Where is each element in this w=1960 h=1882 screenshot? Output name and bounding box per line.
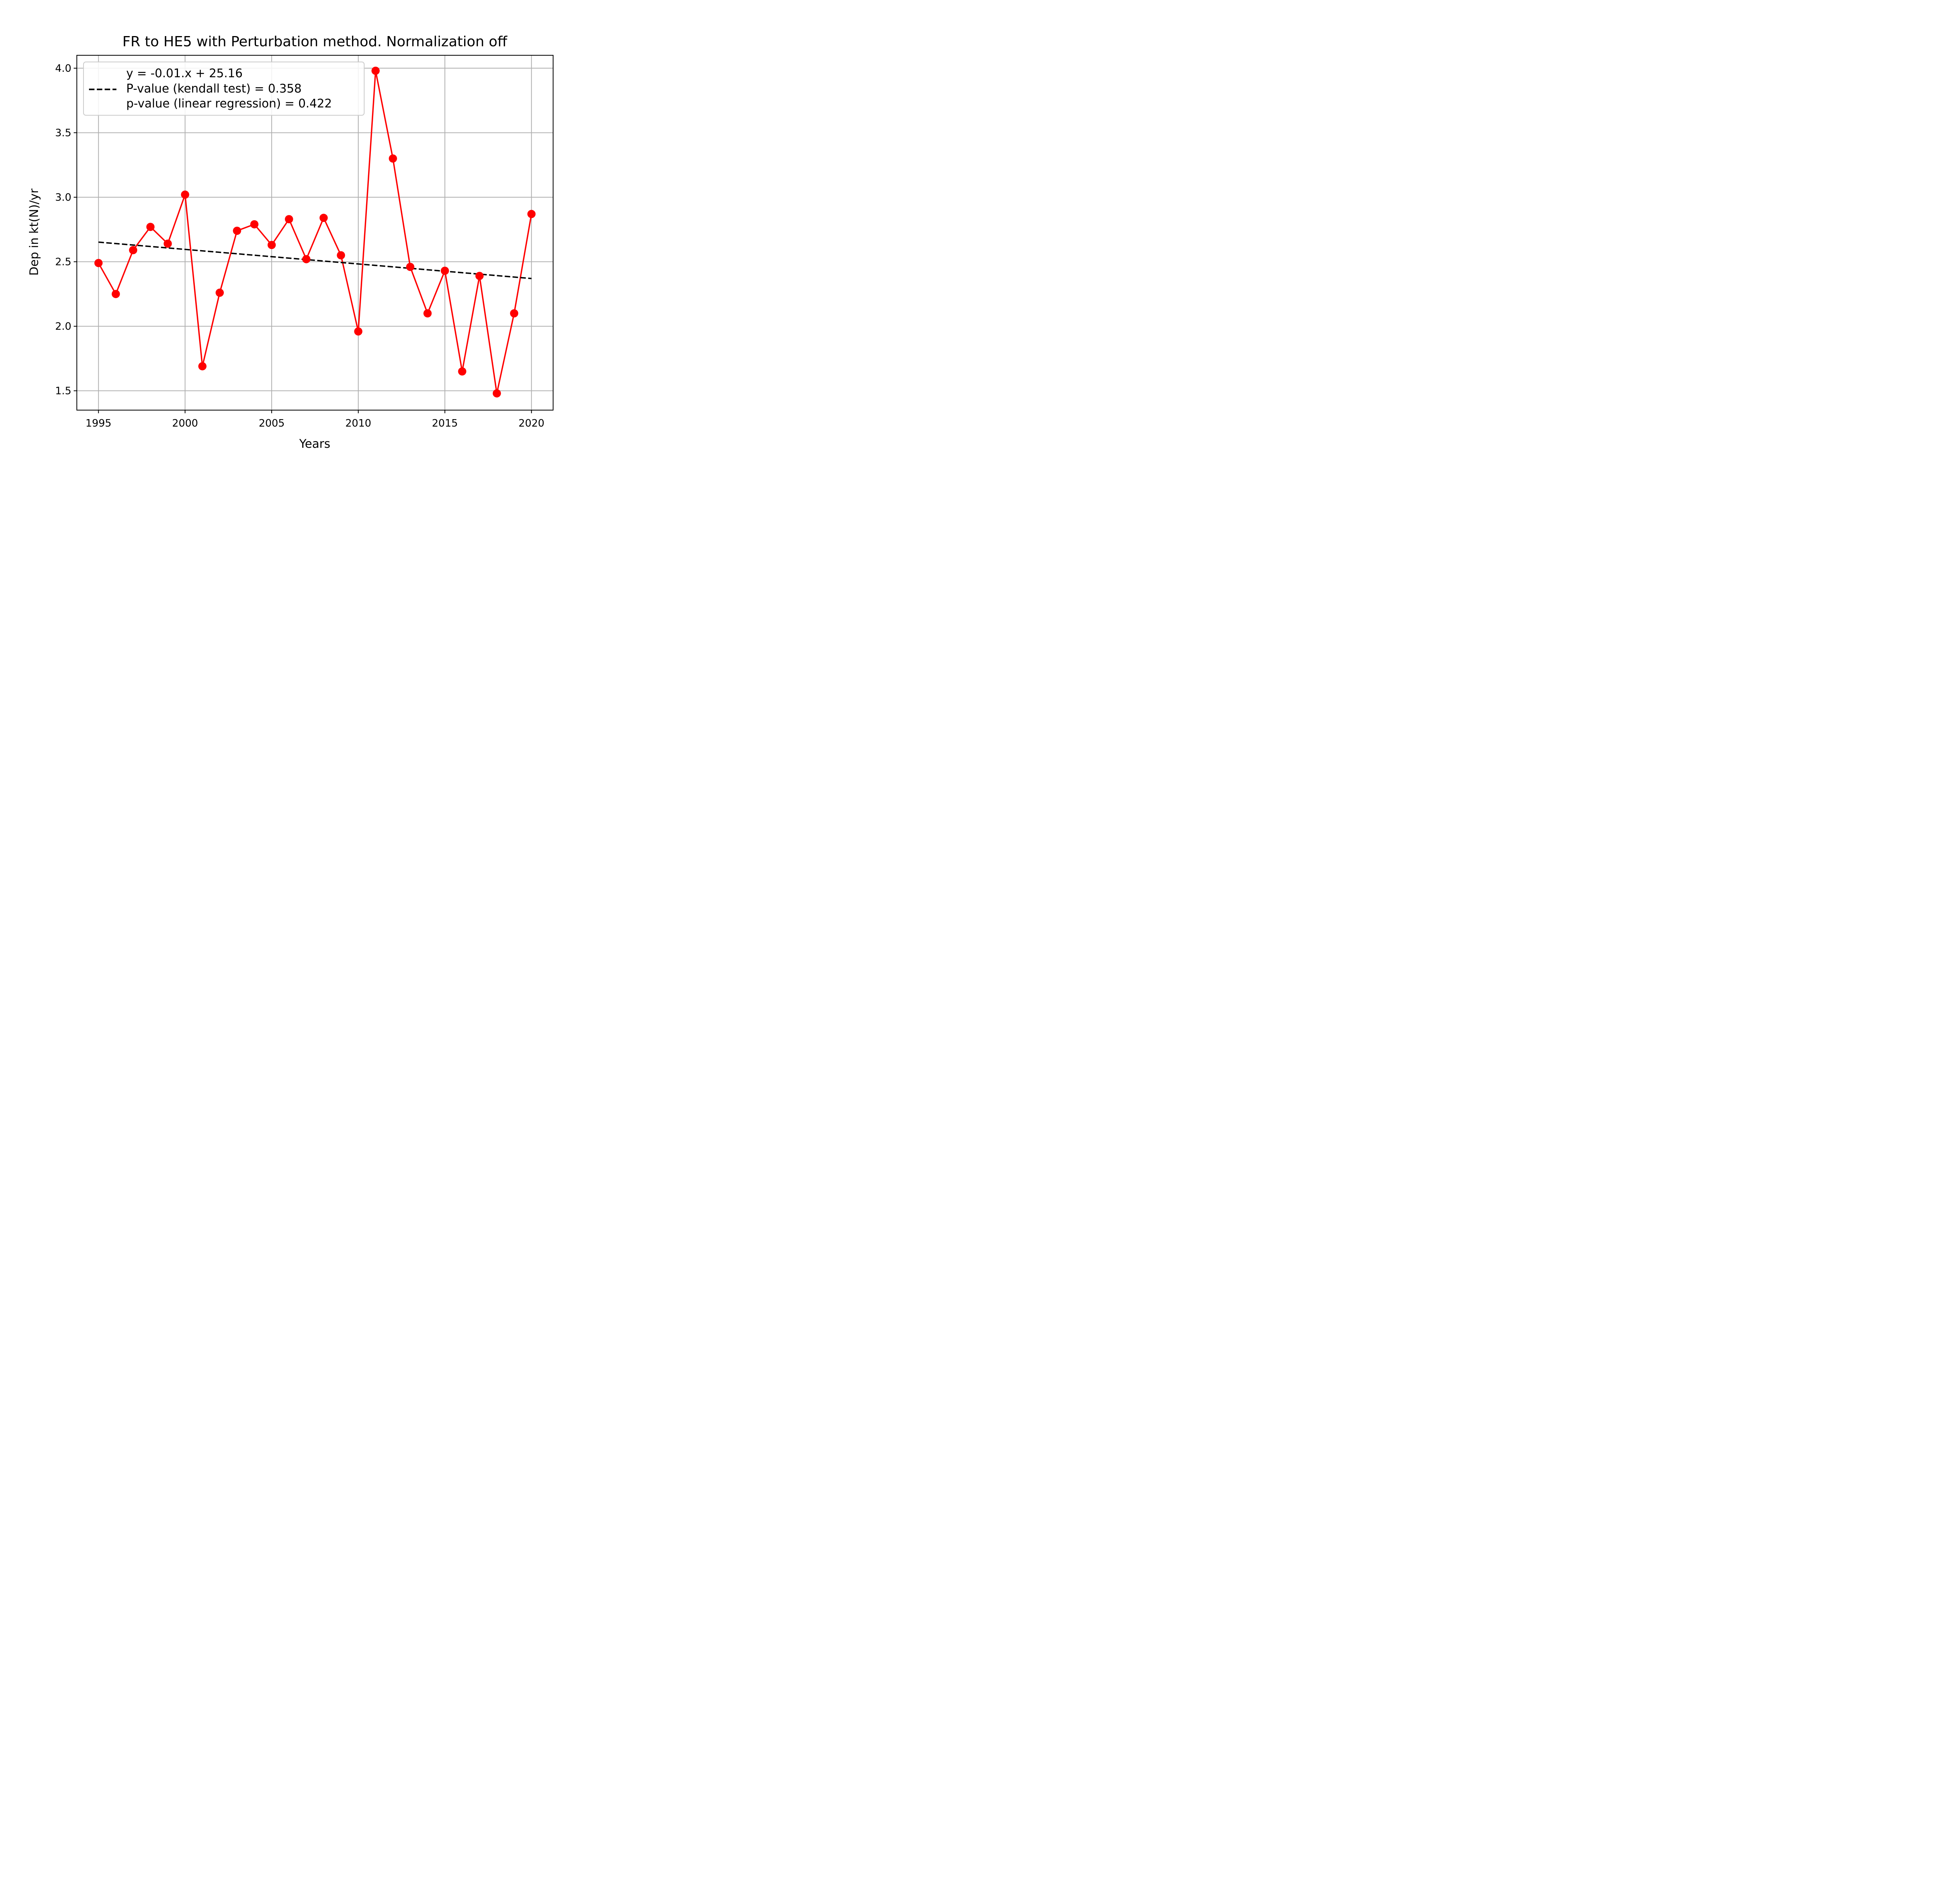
data-point [510,309,519,318]
legend-regression-pvalue: p-value (linear regression) = 0.422 [126,97,332,111]
data-point [181,190,189,199]
x-axis-label: Years [299,437,330,451]
data-point [475,272,484,280]
data-point [111,290,120,298]
data-point [492,389,501,398]
data-point [406,263,414,271]
data-point [129,246,138,254]
data-point [354,327,363,336]
legend: y = -0.01.x + 25.16 P-value (kendall tes… [83,62,365,116]
chart-title: FR to HE5 with Perturbation method. Norm… [122,34,508,50]
data-point [216,289,224,297]
data-point [285,215,293,223]
data-point [146,223,155,231]
x-tick-label: 2000 [172,418,198,429]
line-chart: 1995 2000 2005 2010 2015 2020 1.5 2.0 2.5 3.0 3.5 4… [0,0,606,455]
data-point [233,227,241,235]
data-point [388,154,397,163]
data-series-line [98,70,532,394]
x-tick-label: 2005 [259,418,285,429]
data-point [441,267,449,275]
x-tick-label: 2015 [432,418,458,429]
data-point [302,255,310,263]
y-tick-label: 1.5 [55,385,71,397]
data-point [371,66,380,75]
data-point [337,251,345,260]
plot-area-frame [76,55,554,411]
y-axis-label: Dep in kt(N)/yr [27,188,41,276]
y-tick-label: 3.0 [55,192,71,203]
data-point [267,241,276,249]
data-point [94,259,103,267]
data-point [319,214,328,222]
trend-line [98,241,532,280]
legend-kendall-pvalue: P-value (kendall test) = 0.358 [126,82,301,96]
data-point [250,220,259,229]
y-tick-label: 2.0 [55,321,71,332]
legend-box [83,62,365,116]
x-tick-label: 1995 [85,418,111,429]
data-point [458,367,466,376]
legend-equation: y = -0.01.x + 25.16 [126,67,243,80]
y-tick-label: 4.0 [55,63,71,74]
data-series [94,66,536,398]
y-tick-label: 2.5 [55,256,71,268]
data-point [527,210,536,218]
data-point [163,239,172,248]
x-tick-label: 2020 [519,418,544,429]
axis-ticks: 1995 2000 2005 2010 2015 2020 1.5 2.0 2.5 3.0 3.5 4… [55,63,544,429]
data-point [198,362,207,371]
data-point [423,309,432,318]
x-tick-label: 2010 [345,418,371,429]
y-tick-label: 3.5 [55,127,71,139]
